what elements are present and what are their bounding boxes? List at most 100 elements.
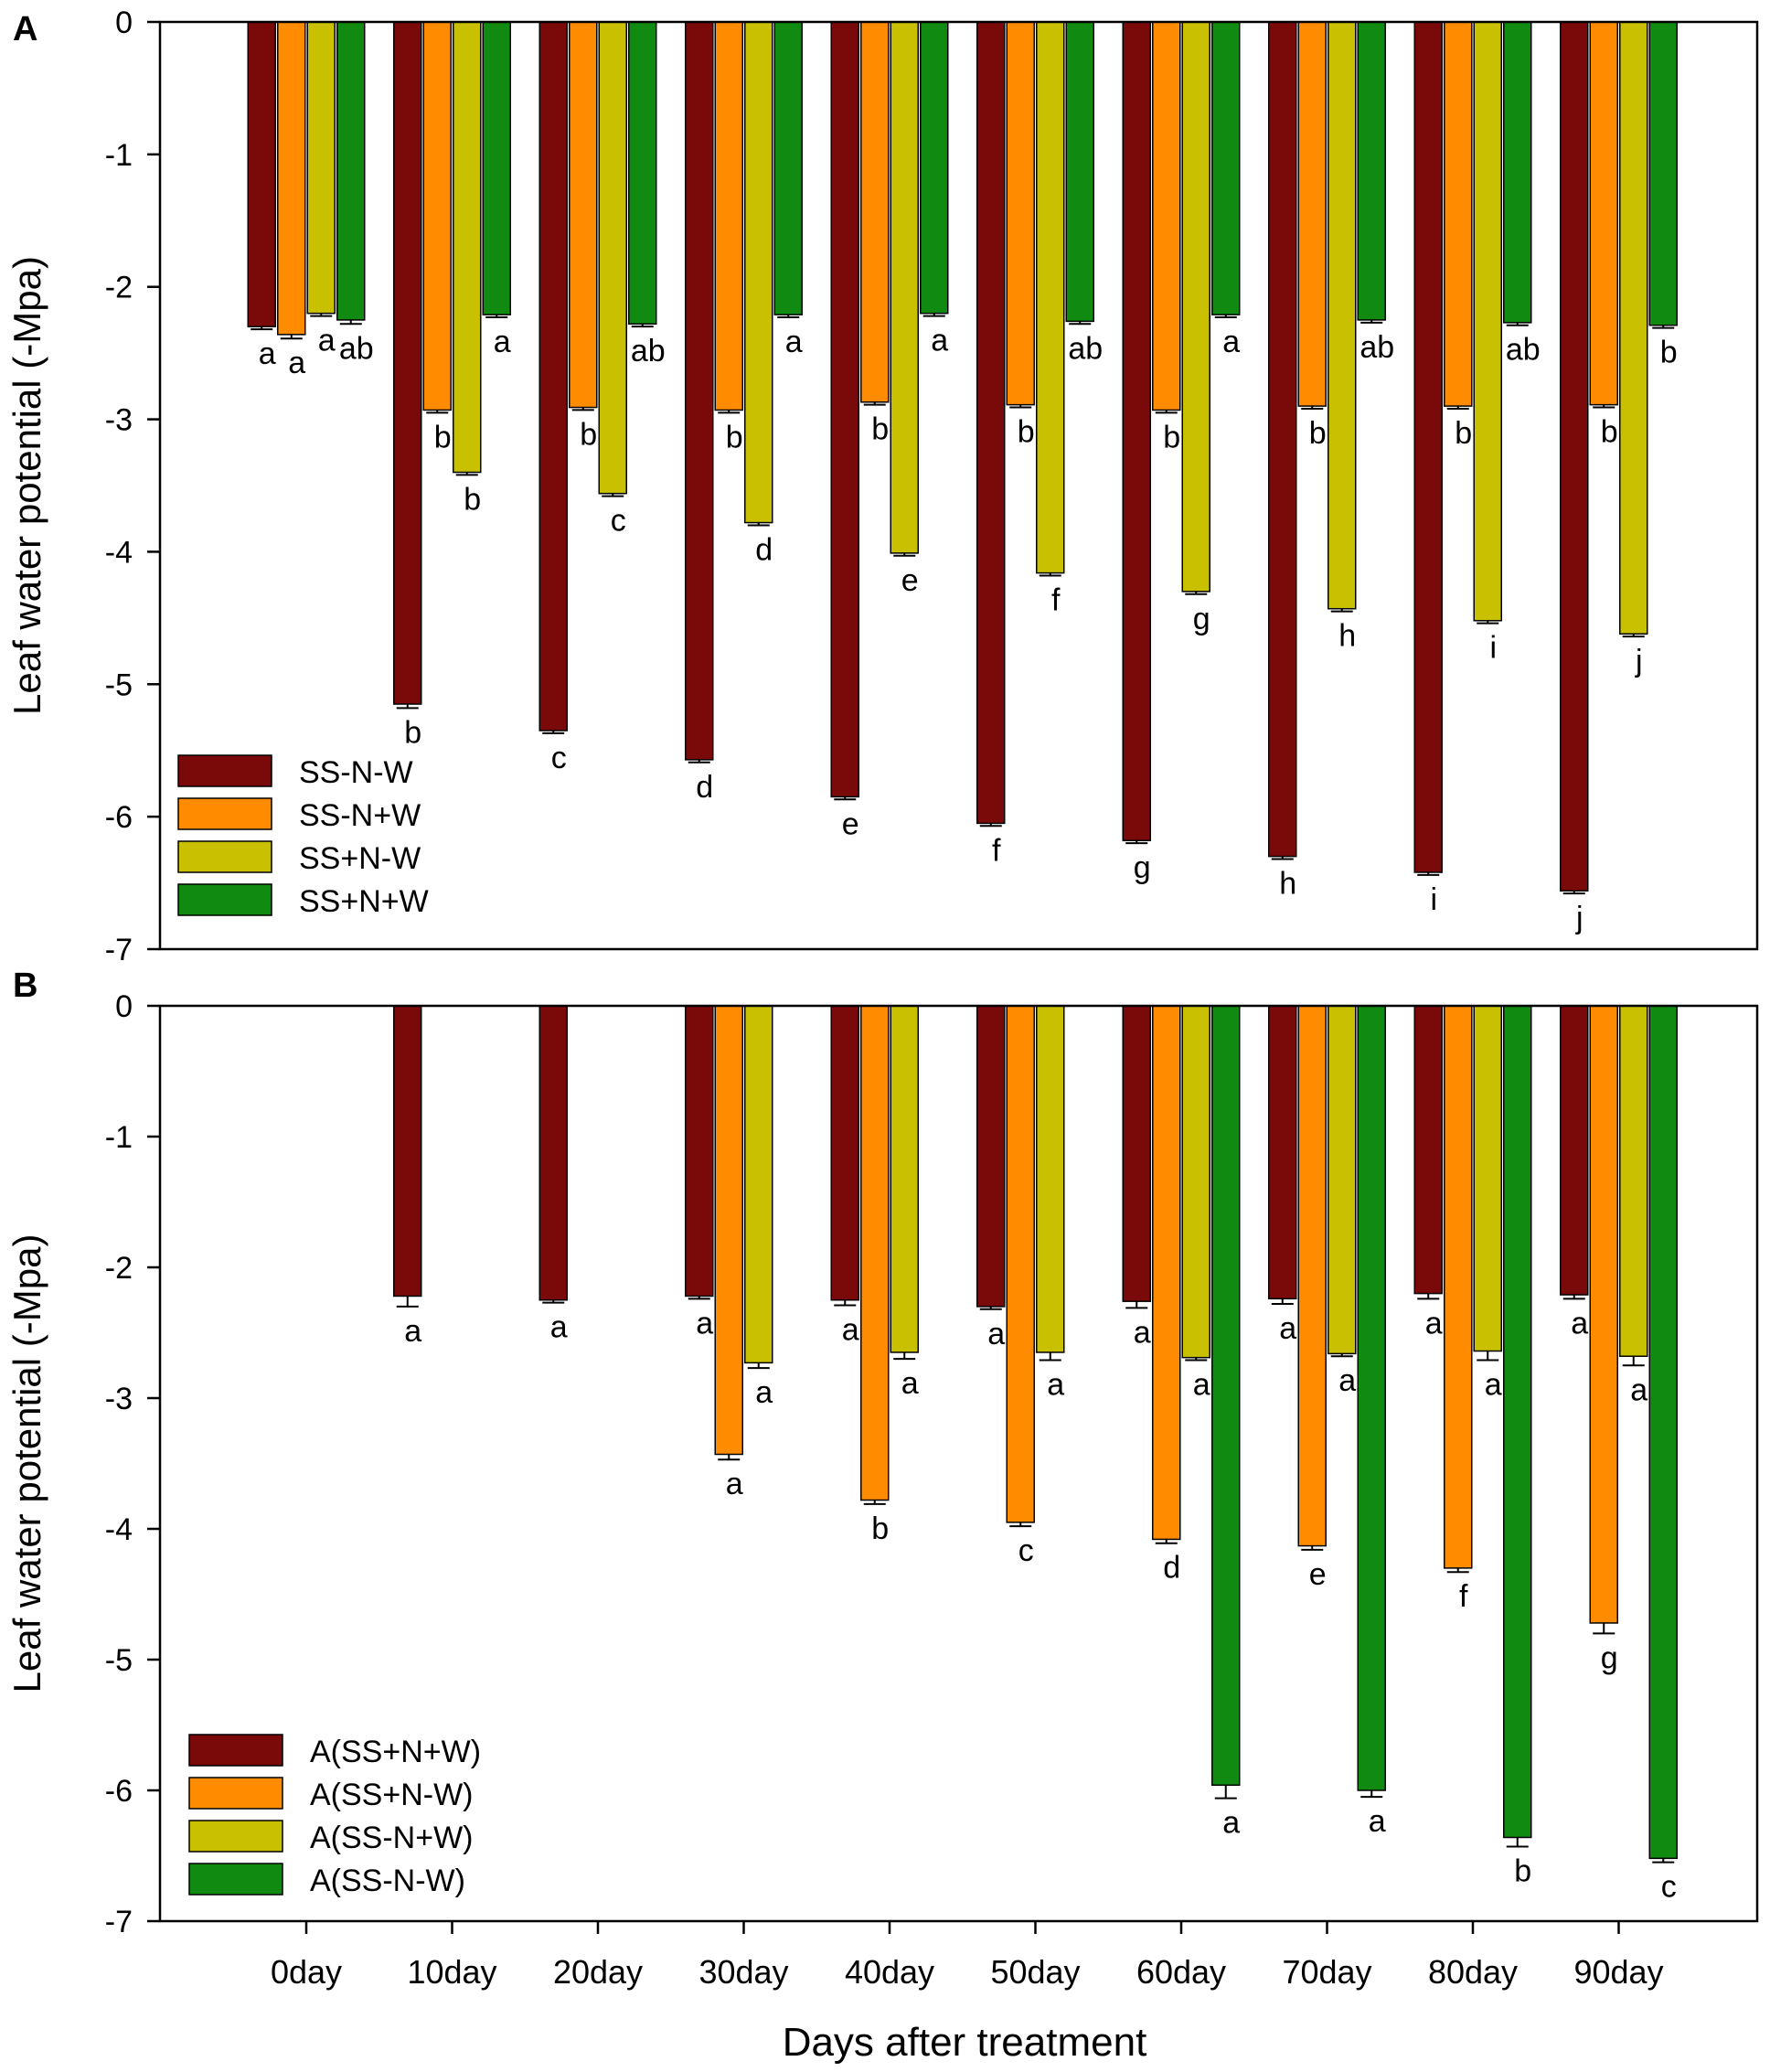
bar-SS-N-W-40day <box>830 21 859 798</box>
significance-label: a <box>987 1317 1005 1351</box>
significance-label: e <box>901 563 919 598</box>
significance-label: a <box>901 1366 919 1401</box>
bar-SS-N-W-30day <box>685 21 714 761</box>
legend-swatch-A(SS-N+W) <box>188 1820 283 1853</box>
significance-label: b <box>1309 416 1327 451</box>
significance-label: b <box>1455 416 1472 451</box>
bar-SS-N+W-60day <box>1152 21 1181 411</box>
bar-SS+N+W-20day <box>628 21 657 326</box>
significance-label: b <box>434 420 452 454</box>
bar-A(SS+N+W)-70day <box>1268 1005 1297 1300</box>
legend-swatch-A(SS-N-W) <box>188 1863 283 1896</box>
bar-A(SS+N+W)-30day <box>685 1005 714 1298</box>
significance-label: b <box>580 417 597 452</box>
significance-label: a <box>1369 1804 1386 1839</box>
bar-A(SS+N-W)-90day <box>1589 1005 1618 1624</box>
bar-A(SS+N-W)-70day <box>1297 1005 1327 1547</box>
y-axis-title: Leaf water potential (-Mpa) <box>5 256 48 715</box>
y-tick-label: -3 <box>105 403 133 438</box>
bar-A(SS+N+W)-60day <box>1122 1005 1151 1302</box>
y-tick-label: -1 <box>105 138 133 173</box>
bar-SS+N+W-80day <box>1503 21 1532 324</box>
significance-label: d <box>1163 1551 1180 1586</box>
bar-A(SS+N-W)-40day <box>860 1005 890 1501</box>
x-tick-label: 40day <box>845 1953 934 1991</box>
bar-A(SS+N+W)-90day <box>1560 1005 1589 1296</box>
significance-label: j <box>1635 644 1643 678</box>
significance-label: ab <box>339 331 374 366</box>
x-tick-label: 90day <box>1573 1953 1663 1991</box>
bar-A(SS+N-W)-50day <box>1006 1005 1035 1523</box>
significance-label: c <box>1661 1870 1677 1905</box>
legend-swatch-SS+N-W <box>177 840 272 873</box>
significance-label: a <box>1425 1306 1443 1340</box>
bar-SS+N-W-20day <box>598 21 627 495</box>
y-tick-label: -5 <box>105 668 133 702</box>
significance-label: ab <box>1068 331 1103 366</box>
bar-SS+N-W-50day <box>1036 21 1065 574</box>
bar-A(SS+N+W)-40day <box>830 1005 859 1301</box>
legend-label-SS-N-W: SS-N-W <box>299 755 413 790</box>
significance-label: g <box>1601 1640 1618 1675</box>
significance-label: c <box>1018 1533 1034 1568</box>
y-tick-label: 0 <box>115 5 133 40</box>
x-tick-label: 60day <box>1136 1953 1226 1991</box>
y-axis-title: Leaf water potential (-Mpa) <box>5 1234 48 1693</box>
plot-frame <box>158 20 1759 951</box>
significance-label: e <box>1309 1557 1327 1592</box>
bar-SS-N+W-90day <box>1589 21 1618 406</box>
legend-label-A(SS+N-W): A(SS+N-W) <box>310 1778 474 1812</box>
y-tick-label: -3 <box>105 1382 133 1416</box>
bar-SS-N+W-70day <box>1297 21 1327 407</box>
significance-label: f <box>1051 583 1061 618</box>
y-tick-label: -2 <box>105 271 133 305</box>
bar-SS-N+W-10day <box>422 21 452 411</box>
legend-swatch-SS-N+W <box>177 797 272 830</box>
bar-A(SS-N+W)-50day <box>1036 1005 1065 1353</box>
significance-label: a <box>1134 1315 1151 1350</box>
significance-label: d <box>755 532 773 567</box>
significance-label: h <box>1279 866 1296 901</box>
significance-label: b <box>1163 420 1180 454</box>
bar-SS-N+W-40day <box>860 21 890 403</box>
significance-label: b <box>1514 1853 1531 1888</box>
bar-A(SS+N+W)-80day <box>1413 1005 1443 1295</box>
bar-SS+N+W-70day <box>1357 21 1386 321</box>
bar-A(SS-N+W)-60day <box>1181 1005 1210 1359</box>
significance-label: ab <box>1359 330 1394 365</box>
significance-label: d <box>696 770 713 805</box>
significance-label: a <box>726 1467 743 1501</box>
bar-A(SS-N+W)-40day <box>890 1005 919 1353</box>
bar-SS-N-W-60day <box>1122 21 1151 841</box>
legend-label-A(SS+N+W): A(SS+N+W) <box>310 1735 481 1769</box>
significance-label: j <box>1575 901 1583 935</box>
bar-A(SS-N-W)-60day <box>1211 1005 1241 1787</box>
bar-SS+N+W-10day <box>482 21 511 315</box>
panel-letter: A <box>13 10 37 48</box>
bar-A(SS+N-W)-30day <box>714 1005 743 1456</box>
significance-label: a <box>785 325 803 359</box>
significance-label: a <box>494 325 511 359</box>
bar-SS-N-W-90day <box>1560 21 1589 892</box>
significance-label: a <box>288 346 305 380</box>
significance-label: a <box>404 1314 421 1349</box>
bar-SS-N-W-0day <box>247 21 276 327</box>
bar-SS-N-W-20day <box>538 21 568 732</box>
y-tick-label: -2 <box>105 1251 133 1286</box>
bar-SS+N-W-80day <box>1473 21 1502 622</box>
significance-label: a <box>550 1310 568 1345</box>
significance-label: c <box>551 741 567 775</box>
bar-A(SS-N+W)-80day <box>1473 1005 1502 1352</box>
bar-SS+N-W-0day <box>306 21 336 315</box>
significance-label: b <box>464 482 481 517</box>
significance-label: a <box>318 324 336 358</box>
bar-SS-N+W-30day <box>714 21 743 411</box>
significance-label: b <box>871 412 889 447</box>
bar-SS-N-W-70day <box>1268 21 1297 858</box>
y-tick-label: -5 <box>105 1643 133 1678</box>
significance-label: b <box>1660 336 1678 370</box>
significance-label: f <box>1459 1579 1468 1614</box>
legend-swatch-A(SS+N-W) <box>188 1777 283 1810</box>
significance-label: b <box>726 420 743 454</box>
